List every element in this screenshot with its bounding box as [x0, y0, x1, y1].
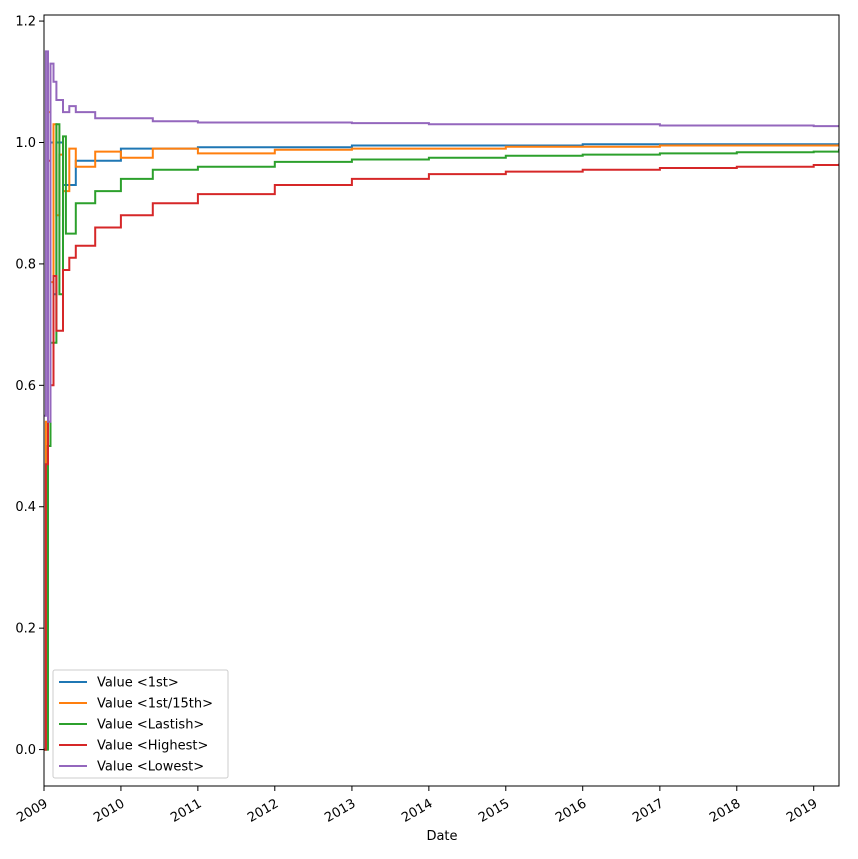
legend-label: Value <Highest> [97, 739, 208, 754]
y-tick-label: 0.2 [15, 622, 36, 637]
series-line-2 [44, 123, 839, 751]
y-axis: 0.0 0.2 0.4 0.6 0.8 1.0 1.2 [15, 15, 44, 758]
y-tick-label: 0.0 [15, 743, 36, 758]
x-tick-label: 2014 [399, 796, 435, 826]
x-tick-label: 2015 [476, 796, 512, 826]
x-tick-label: 2018 [707, 796, 743, 826]
series-layer [44, 50, 839, 751]
series-line-1 [44, 111, 839, 751]
y-tick-label: 1.2 [15, 15, 36, 30]
legend-box [52, 669, 229, 779]
x-axis-title: Date [426, 829, 457, 844]
legend: Value <1st> Value <1st/15th> Value <Lastis… [52, 669, 229, 779]
series-line-4 [44, 50, 839, 423]
x-tick-label: 2013 [322, 796, 358, 826]
x-tick-label: 2010 [91, 796, 127, 826]
y-tick-label: 0.4 [15, 500, 36, 515]
x-tick-label: 2012 [245, 796, 281, 826]
x-tick-label: 2016 [553, 796, 589, 826]
x-tick-label: 2009 [14, 796, 50, 826]
x-tick-label: 2019 [784, 796, 820, 826]
y-tick-label: 1.0 [15, 136, 36, 151]
legend-label: Value <Lowest> [97, 760, 204, 775]
legend-label: Value <1st/15th> [97, 697, 213, 712]
series-line-0 [44, 141, 839, 751]
x-tick-label: 2011 [168, 796, 204, 826]
legend-label: Value <1st> [97, 676, 179, 691]
legend-label: Value <Lastish> [97, 718, 204, 733]
series-line-3 [44, 159, 839, 751]
x-axis: 2009 2010 2011 2012 2013 2014 2015 2016 2017 2018… [14, 786, 820, 826]
x-tick-label: 2017 [630, 796, 666, 826]
y-tick-label: 0.8 [15, 257, 36, 272]
y-tick-label: 0.6 [15, 379, 36, 394]
plot-frame [43, 14, 840, 787]
